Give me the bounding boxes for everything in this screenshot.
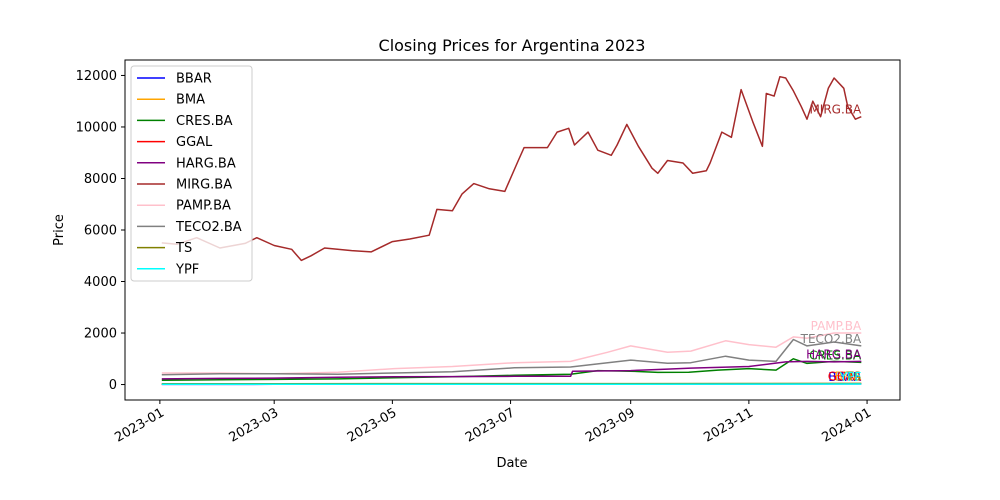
end-label-teco2-ba: TECO2.BA — [800, 332, 862, 346]
end-label-cres-ba: CRES.BA — [809, 348, 862, 362]
y-tick-label: 4000 — [84, 275, 117, 290]
x-tick-label: 2023-03 — [227, 405, 282, 445]
legend-label: GGAL — [176, 135, 213, 150]
legend-label: MIRG.BA — [176, 178, 232, 193]
y-tick-label: 0 — [109, 378, 117, 393]
x-tick-label: 2023-07 — [463, 405, 518, 445]
x-tick-label: 2023-09 — [583, 405, 638, 445]
x-tick-label: 2023-05 — [345, 405, 400, 445]
legend-label: PAMP.BA — [176, 199, 231, 214]
series-line-teco2-ba — [161, 338, 862, 376]
chart-title: Closing Prices for Argentina 2023 — [379, 36, 646, 55]
y-tick-label: 8000 — [84, 172, 117, 187]
x-tick-label: 2023-01 — [112, 405, 167, 445]
end-label-mirg-ba: MIRG.BA — [809, 103, 862, 117]
end-label-bma: BMA — [834, 370, 862, 384]
y-tick-label: 2000 — [84, 327, 117, 342]
end-label-harg-ba: HARG.BA — [806, 347, 862, 361]
legend-label: TS — [175, 241, 192, 256]
end-label-ggal: GGAL — [828, 370, 862, 384]
legend-label: TECO2.BA — [175, 220, 242, 235]
end-label-pamp-ba: PAMP.BA — [811, 319, 862, 333]
legend-label: HARG.BA — [176, 156, 236, 171]
end-label-ts: TS — [845, 369, 861, 383]
y-tick-label: 10000 — [76, 120, 117, 135]
y-axis: 0 2000 4000 6000 8000 10000 12000 — [76, 69, 125, 393]
end-labels: BBARBMACRES.BAGGALHARG.BAMIRG.BAPAMP.BAT… — [800, 103, 862, 384]
plot-area — [161, 75, 862, 386]
series-line-mirg-ba — [161, 75, 862, 262]
x-tick-label: 2024-01 — [820, 405, 875, 445]
end-label-ypf: YPF — [839, 370, 862, 384]
end-label-bbar: BBAR — [828, 370, 861, 384]
legend-label: CRES.BA — [176, 114, 233, 129]
legend: BBAR BMA CRES.BA GGAL HARG.BA MIRG.BA PAMP.BA T… — [130, 65, 253, 282]
series-line-harg-ba — [161, 360, 862, 380]
y-axis-label: Price — [52, 214, 67, 246]
x-tick-label: 2023-11 — [701, 405, 756, 445]
y-tick-label: 6000 — [84, 224, 117, 239]
y-tick-label: 12000 — [76, 69, 117, 84]
legend-label: BMA — [176, 93, 205, 108]
legend-label: YPF — [175, 262, 199, 277]
legend-label: BBAR — [176, 72, 212, 87]
x-axis: 2023-01 2023-03 2023-05 2023-07 2023-09 2023-… — [112, 400, 874, 446]
series-line-pamp-ba — [161, 332, 862, 375]
x-axis-label: Date — [496, 456, 527, 471]
